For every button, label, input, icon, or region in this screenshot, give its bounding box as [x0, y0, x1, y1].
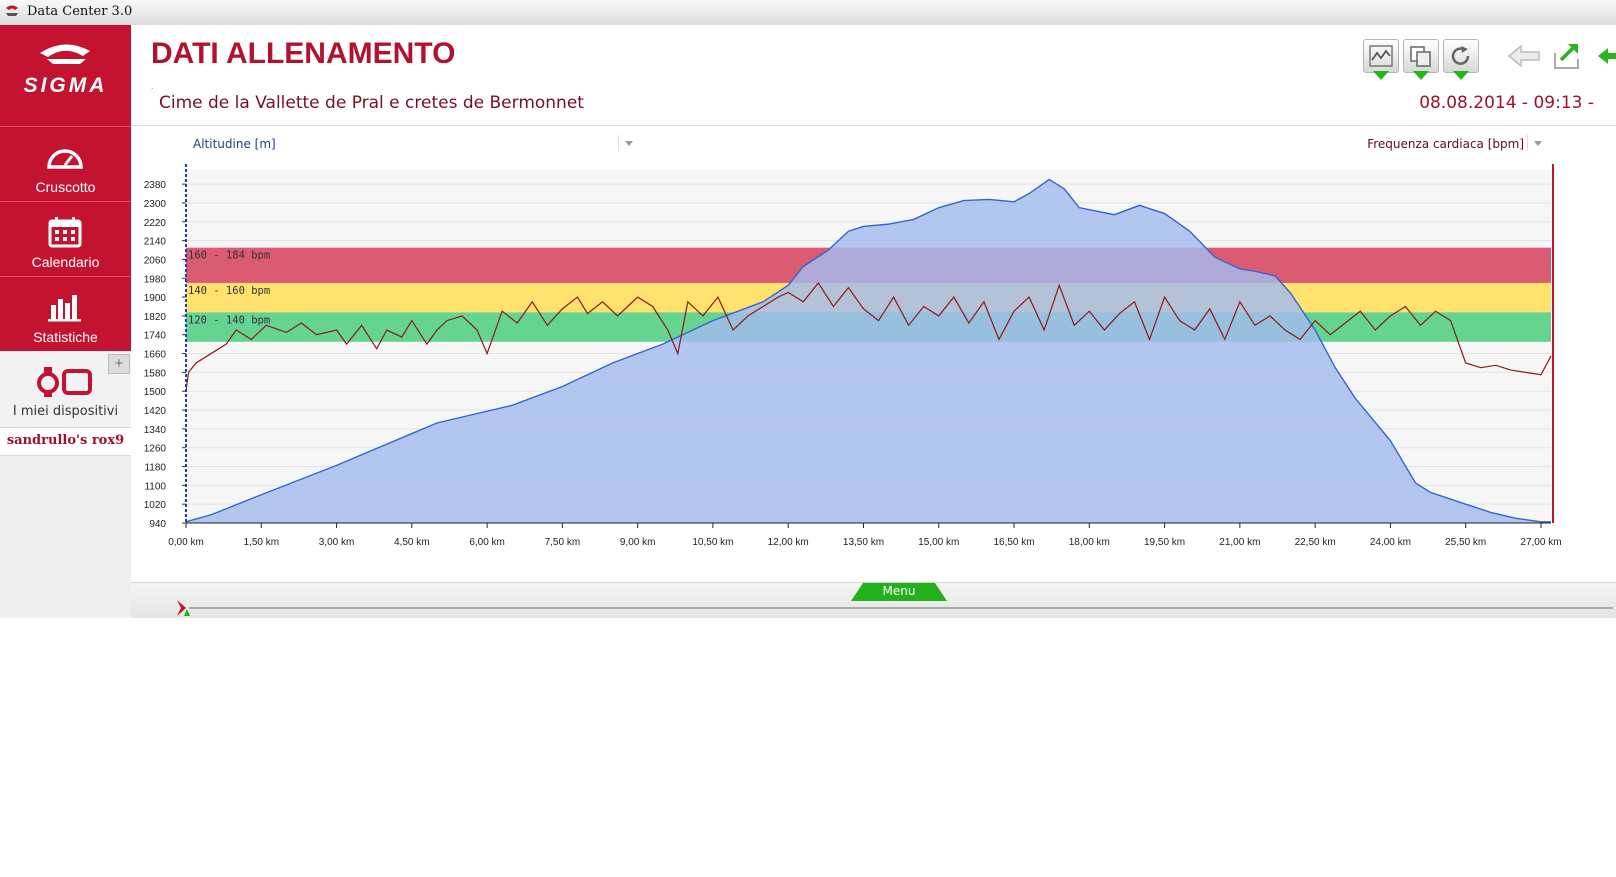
calendar-icon [48, 217, 82, 248]
y-tick-label: 1100 [144, 481, 166, 492]
title-bar: Data Center 3.0 [0, 0, 1616, 26]
y-tick-label: 1820 [144, 312, 167, 323]
y-tick-label: 1180 [144, 463, 166, 474]
page-title: DATI ALLENAMENTO [151, 37, 456, 70]
x-tick-label: 24,00 km [1370, 537, 1411, 548]
chevron-down-icon [1453, 71, 1469, 80]
y-tick-label: 1500 [144, 387, 167, 398]
y-tick-label: 1340 [144, 425, 167, 436]
training-chart: 160 - 184 bpm 140 - 160 bpm 120 - 140 bpm 9… [144, 164, 1562, 548]
y-tick-label: 1020 [144, 500, 167, 511]
y-tick-label: 1660 [144, 350, 167, 361]
y-tick-label: 2220 [144, 218, 167, 229]
sigma-logo: SIGMA [0, 25, 131, 126]
device-item-rox9[interactable]: sandrullo's rox9 [0, 427, 131, 456]
heart-rate-line [185, 281, 1552, 392]
right-axis-selector[interactable]: Frequenza cardiaca [bpm] [1367, 137, 1524, 151]
chevron-down-icon [1534, 141, 1542, 146]
x-tick-label: 9,00 km [620, 537, 656, 548]
app-window: Data Center 3.0 SIGMA Cruscotto [0, 0, 1616, 618]
left-axis-dropdown[interactable] [618, 135, 639, 151]
window-title: Data Center 3.0 [27, 4, 133, 19]
chart-axis-selector-bar: Altitudine [m] Frequenza cardiaca [bpm] [131, 129, 1616, 155]
y-tick-label: 1420 [144, 406, 167, 417]
x-tick-label: 7,50 km [545, 537, 581, 548]
menu-tab-shape [851, 583, 947, 601]
sidebar-item-label: Statistiche [33, 329, 98, 345]
speedometer-icon [47, 149, 83, 169]
hr-zone-label: 120 - 140 bpm [188, 314, 270, 326]
chart-view-icon [1369, 45, 1393, 67]
export-icon[interactable] [1551, 41, 1583, 71]
x-tick-label: 18,00 km [1069, 537, 1110, 548]
y-tick-label: 1900 [144, 293, 167, 304]
my-devices-section[interactable]: + I miei dispositivi [0, 351, 131, 427]
x-tick-label: 12,00 km [768, 537, 809, 548]
y-tick-label: 1740 [144, 331, 167, 342]
chevron-down-icon [625, 141, 633, 146]
x-tick-label: 6,00 km [469, 537, 505, 548]
training-datetime: 08.08.2014 - 09:13 - [1419, 93, 1594, 113]
sidebar-item-label: Cruscotto [35, 179, 96, 195]
x-tick-label: 15,00 km [918, 537, 959, 548]
x-tick-label: 1,50 km [243, 537, 279, 548]
hr-zone-label: 160 - 184 bpm [188, 250, 270, 262]
chevron-down-icon [1413, 71, 1429, 80]
sidebar-item-cruscotto[interactable]: Cruscotto [0, 126, 131, 201]
timeline-bar: Menu [131, 582, 1616, 618]
copy-button[interactable] [1403, 39, 1439, 80]
timeline-track[interactable] [189, 607, 1613, 609]
y-tick-label: 2140 [144, 237, 167, 248]
app-logo-icon [6, 5, 18, 16]
subtitle-marker: ´ [151, 87, 154, 97]
y-tick-label: 2060 [144, 255, 167, 266]
x-tick-label: 0,00 km [168, 537, 204, 548]
y-tick-label: 1980 [144, 274, 167, 285]
altitude-area [186, 179, 1551, 523]
menu-label: Menu [882, 584, 916, 598]
watch-device-icon [37, 367, 92, 397]
right-axis-dropdown[interactable] [1527, 135, 1548, 151]
sidebar-item-label: Calendario [31, 254, 100, 270]
x-tick-label: 4,50 km [394, 537, 430, 548]
altitude-line [185, 178, 1551, 523]
timeline-start-handle[interactable] [176, 599, 192, 617]
my-devices-label: I miei dispositivi [12, 404, 119, 419]
x-tick-label: 27,00 km [1520, 537, 1561, 548]
y-tick-label: 2380 [144, 180, 167, 191]
left-axis-selector[interactable]: Altitudine [m] [193, 137, 276, 151]
x-tick-label: 16,50 km [993, 537, 1034, 548]
sigma-swoosh-icon [40, 44, 90, 64]
x-tick-label: 10,50 km [692, 537, 733, 548]
add-device-button[interactable]: + [108, 354, 130, 374]
y-tick-label: 940 [149, 519, 166, 530]
bar-chart-icon [48, 295, 81, 322]
forward-arrow-icon[interactable] [1595, 41, 1616, 71]
x-tick-label: 22,50 km [1295, 537, 1336, 548]
sidebar-item-statistiche[interactable]: Statistiche [0, 276, 131, 351]
copy-icon [1410, 46, 1431, 67]
logo-wordmark: SIGMA [23, 74, 108, 97]
y-tick-label: 2300 [144, 199, 167, 210]
refresh-button[interactable] [1443, 39, 1479, 80]
x-tick-label: 19,50 km [1144, 537, 1185, 548]
hr-zone-label: 140 - 160 bpm [188, 285, 270, 297]
sidebar-item-calendario[interactable]: Calendario [0, 201, 131, 276]
x-tick-label: 3,00 km [319, 537, 355, 548]
x-tick-label: 13,50 km [843, 537, 884, 548]
x-tick-label: 25,50 km [1445, 537, 1486, 548]
y-tick-label: 1260 [144, 444, 167, 455]
training-name: Cime de la Vallette de Pral e cretes de … [159, 93, 584, 113]
refresh-icon [1451, 46, 1470, 65]
back-arrow-icon[interactable] [1505, 41, 1543, 71]
sidebar: SIGMA Cruscotto Calendario [0, 25, 132, 618]
chart-view-button[interactable] [1363, 39, 1399, 80]
y-tick-label: 1580 [144, 368, 167, 379]
x-tick-label: 21,00 km [1219, 537, 1260, 548]
header-divider [131, 125, 1616, 126]
chevron-down-icon [1373, 71, 1389, 80]
menu-tab[interactable]: Menu [851, 583, 947, 601]
